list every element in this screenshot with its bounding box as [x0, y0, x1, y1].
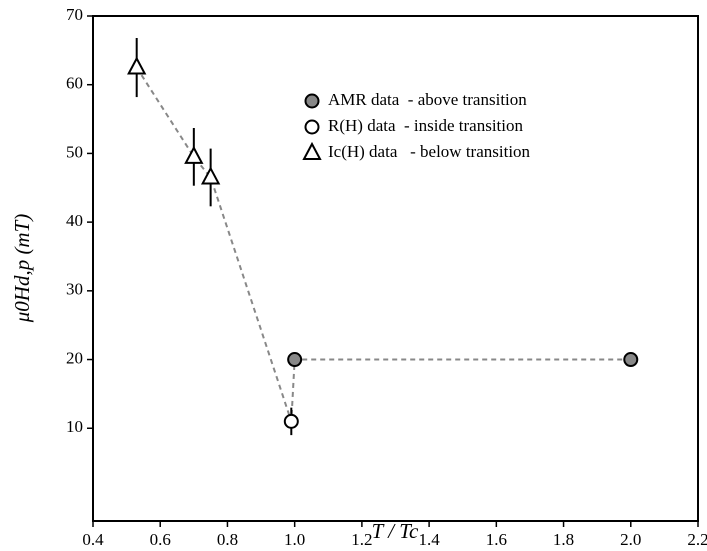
x-tick-label: 1.8: [553, 530, 574, 549]
connector-line: [135, 66, 631, 422]
x-tick-label: 1.2: [351, 530, 372, 549]
y-tick-label: 40: [66, 211, 83, 230]
legend-marker: [304, 119, 320, 135]
x-tick-label: 0.6: [150, 530, 171, 549]
x-tick-label: 0.4: [82, 530, 104, 549]
y-axis-label: μ0Hd,p (mT): [10, 214, 34, 324]
x-axis-label: T / Tc: [372, 519, 419, 543]
legend-label: Ic(H) data - below transition: [328, 142, 531, 161]
circle-marker: [287, 352, 303, 368]
y-tick-label: 70: [66, 5, 83, 24]
circle-marker: [623, 352, 639, 368]
x-tick-label: 1.0: [284, 530, 305, 549]
x-tick-label: 2.2: [687, 530, 707, 549]
triangle-marker: [184, 145, 204, 164]
x-tick-label: 0.8: [217, 530, 238, 549]
triangle-marker: [200, 166, 221, 185]
y-tick-label: 30: [66, 280, 83, 299]
y-tick-label: 20: [66, 348, 83, 367]
x-tick-label: 1.4: [418, 530, 440, 549]
legend-marker: [304, 93, 320, 109]
x-tick-label: 2.0: [620, 530, 641, 549]
plot-frame: [92, 15, 699, 522]
x-tick-label: 1.6: [486, 530, 507, 549]
legend-label: AMR data - above transition: [328, 90, 527, 109]
y-tick-label: 60: [66, 74, 83, 93]
legend-label: R(H) data - inside transition: [328, 116, 523, 135]
circle-marker: [283, 413, 299, 429]
legend-marker: [302, 141, 322, 160]
triangle-marker: [127, 56, 147, 75]
y-tick-label: 50: [66, 142, 83, 161]
y-tick-label: 10: [66, 417, 83, 436]
